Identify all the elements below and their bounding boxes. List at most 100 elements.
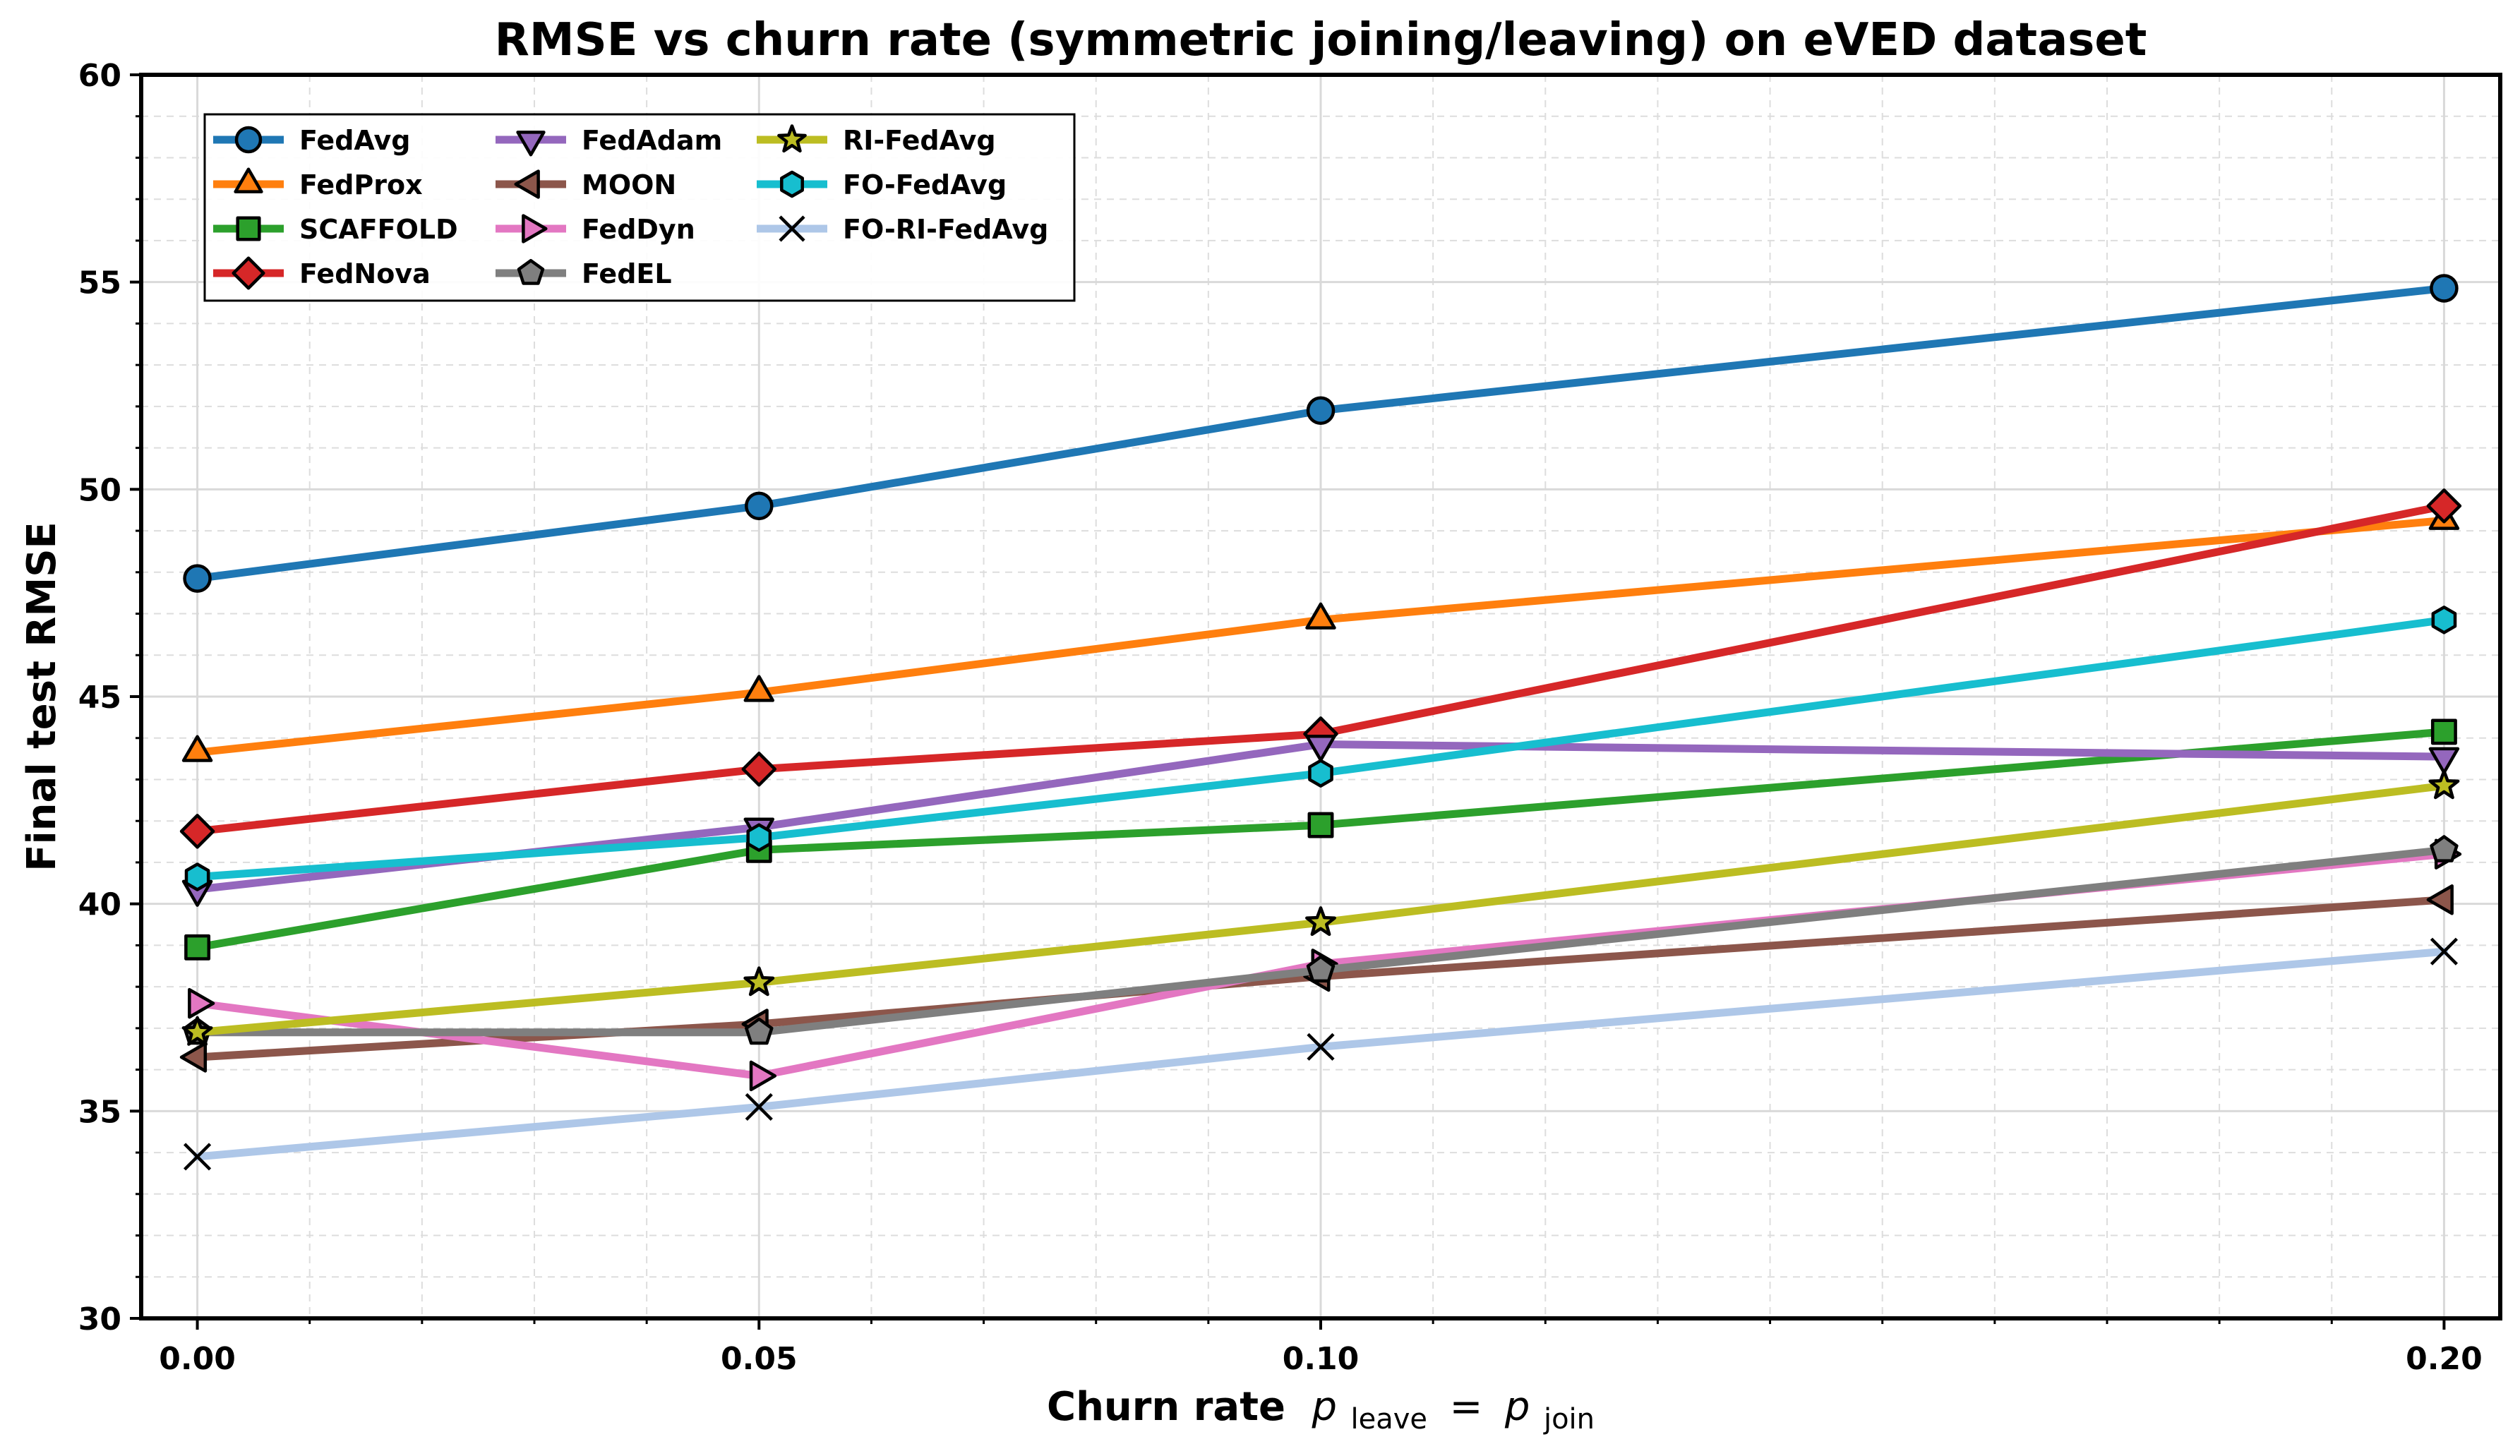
legend-marker xyxy=(516,131,546,157)
y-tick-label: 50 xyxy=(78,472,121,508)
legend-marker xyxy=(232,256,265,290)
data-point-fedprox xyxy=(1305,602,1336,630)
legend-item-feddyn: FedDyn xyxy=(496,214,695,245)
series-fedel xyxy=(183,835,2459,1045)
legend-label: RI-FedAvg xyxy=(843,125,996,156)
y-tick-label: 60 xyxy=(78,58,121,94)
x-tick-label: 0.20 xyxy=(2406,1341,2483,1377)
x-tick-label: 0.10 xyxy=(1283,1341,1360,1377)
data-point-scaffold xyxy=(184,934,211,961)
series-fo-ri-fedavg xyxy=(183,937,2459,1171)
data-point-fedavg xyxy=(745,491,774,521)
legend-item-moon: MOON xyxy=(496,169,676,200)
series-fedavg xyxy=(183,274,2459,593)
x-axis-label-p2: p xyxy=(1504,1384,1530,1430)
data-point-fedavg xyxy=(183,564,212,593)
series-line-fednova xyxy=(193,502,2448,836)
series-fo-fedavg xyxy=(184,606,2457,891)
data-point-fedavg xyxy=(1306,396,1336,425)
legend-label: MOON xyxy=(582,169,676,200)
chart-title: RMSE vs churn rate (symmetric joining/le… xyxy=(495,14,2147,66)
data-point-moon xyxy=(179,1042,208,1073)
x-tick-label: 0.00 xyxy=(159,1341,236,1377)
y-tick-label: 45 xyxy=(78,680,121,716)
data-point-fo-ri-fedavg xyxy=(2430,937,2459,965)
y-tick-label: 35 xyxy=(78,1094,121,1130)
data-point-fo-fedavg xyxy=(2431,606,2457,634)
data-point-fedprox xyxy=(743,675,775,702)
data-point-fednova xyxy=(179,814,215,849)
legend-item-fo-fedavg: FO-FedAvg xyxy=(757,169,1007,200)
legend-label: FedDyn xyxy=(582,214,695,245)
data-point-fedprox xyxy=(181,735,213,762)
y-tick-label: 30 xyxy=(78,1301,121,1337)
data-point-moon xyxy=(2426,884,2454,915)
data-point-fedel xyxy=(745,1017,774,1045)
legend-marker xyxy=(234,126,263,154)
data-point-fo-fedavg xyxy=(1308,759,1333,788)
legend-item-fednova: FedNova xyxy=(213,256,431,290)
data-point-fedadam xyxy=(1305,735,1336,762)
legend-label: FedAdam xyxy=(582,125,722,156)
legend-label: FO-RI-FedAvg xyxy=(843,214,1048,245)
data-point-fedel xyxy=(1306,955,1336,983)
series-line-ri-fedavg xyxy=(193,781,2448,1037)
legend-label: FedNova xyxy=(299,258,431,289)
y-tick-label: 55 xyxy=(78,265,121,301)
data-point-fedavg xyxy=(2430,274,2459,303)
series-scaffold xyxy=(184,718,2457,961)
legend-marker xyxy=(522,214,548,243)
x-axis-label-leave-subscript: leave xyxy=(1350,1403,1427,1436)
x-axis-label: Churn rate p leave = p join xyxy=(1047,1384,1595,1438)
legend-marker xyxy=(780,170,804,198)
data-point-ri-fedavg xyxy=(743,966,775,997)
x-axis-label-equals: = xyxy=(1450,1384,1483,1430)
data-point-feddyn xyxy=(749,1060,777,1092)
legend-item-fedel: FedEL xyxy=(496,258,672,289)
data-point-fo-fedavg xyxy=(746,823,772,852)
series-layer xyxy=(179,274,2462,1171)
legend-label: SCAFFOLD xyxy=(299,214,458,245)
data-point-fo-fedavg xyxy=(184,862,210,891)
legend-marker xyxy=(236,216,261,241)
y-axis-label: Final test RMSE xyxy=(19,522,65,872)
x-tick-label: 0.05 xyxy=(721,1341,798,1377)
x-axis-label-text: Churn rate xyxy=(1047,1384,1285,1430)
series-line-fedprox xyxy=(193,516,2448,757)
legend-marker xyxy=(234,167,263,193)
data-point-fedel xyxy=(2430,835,2459,862)
legend: FedAvg FedProx SCAFFOLD FedNova FedAdam MOON F… xyxy=(203,113,1076,302)
legend-label: FedAvg xyxy=(299,125,410,156)
data-point-fo-ri-fedavg xyxy=(745,1093,773,1121)
series-line-fo-ri-fedavg xyxy=(193,947,2448,1161)
legend-item-fedavg: FedAvg xyxy=(213,125,410,156)
x-axis-label-p: p xyxy=(1311,1384,1337,1430)
data-point-scaffold xyxy=(1307,812,1334,838)
data-point-ri-fedavg xyxy=(2428,769,2460,800)
data-point-ri-fedavg xyxy=(181,1016,213,1046)
legend-item-fedprox: FedProx xyxy=(213,167,423,200)
legend-marker xyxy=(777,124,807,153)
axis-ticks: 30 35 40 45 50 55 60 0.00 0.05 0.10 0.20 xyxy=(78,58,2483,1377)
data-point-ri-fedavg xyxy=(1305,906,1336,937)
legend-label: FedEL xyxy=(582,258,672,289)
data-point-fednova xyxy=(741,752,777,787)
series-line-fedavg xyxy=(193,284,2448,583)
legend-label: FedProx xyxy=(299,169,423,200)
series-fednova xyxy=(179,488,2462,849)
data-point-fo-ri-fedavg xyxy=(1307,1033,1335,1061)
legend-item-scaffold: SCAFFOLD xyxy=(213,214,458,245)
legend-box xyxy=(203,113,1076,302)
data-point-scaffold xyxy=(2430,718,2457,745)
legend-item-fo-ri-fedavg: FO-RI-FedAvg xyxy=(757,214,1048,245)
y-tick-label: 40 xyxy=(78,887,121,923)
legend-item-ri-fedavg: RI-FedAvg xyxy=(757,124,996,156)
data-point-fo-ri-fedavg xyxy=(183,1143,212,1171)
legend-label: FO-FedAvg xyxy=(843,169,1007,200)
data-point-feddyn xyxy=(188,987,215,1019)
series-line-scaffold xyxy=(193,728,2448,951)
series-ri-fedavg xyxy=(181,769,2460,1046)
legend-item-fedadam: FedAdam xyxy=(496,125,722,157)
